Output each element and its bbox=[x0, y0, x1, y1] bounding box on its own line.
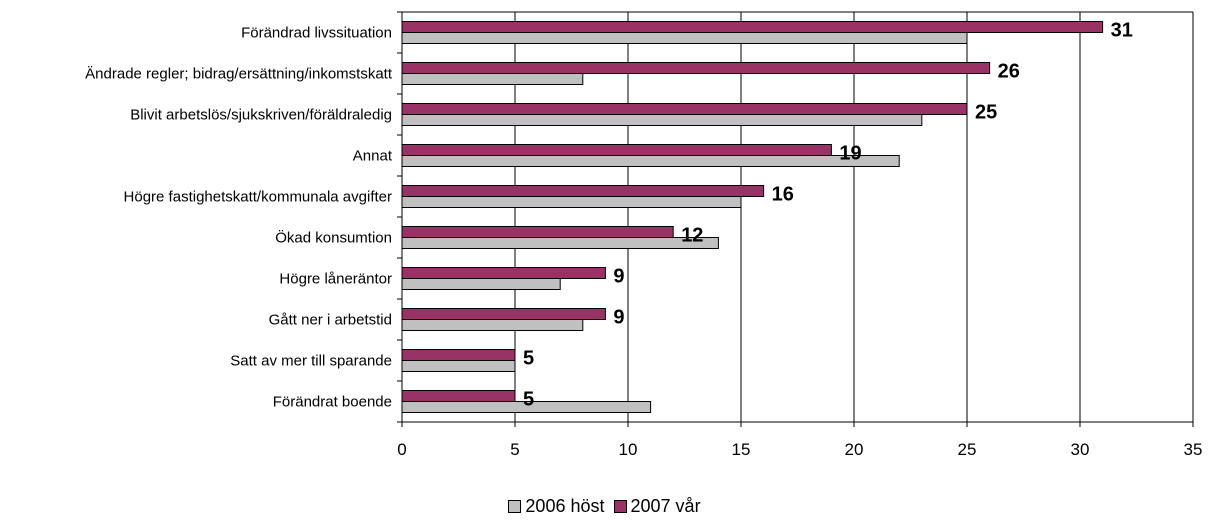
x-tick-label: 25 bbox=[958, 440, 977, 459]
legend-item-2006-host: 2006 höst bbox=[508, 496, 605, 517]
bar-2006-host bbox=[401, 155, 900, 167]
bar-2007-var bbox=[401, 144, 832, 156]
category-label: Förändrat boende bbox=[273, 394, 392, 411]
bar-2006-host bbox=[401, 73, 584, 85]
bar-2007-var bbox=[401, 267, 606, 279]
bar-2006-host bbox=[401, 196, 742, 208]
bar-2007-var bbox=[401, 308, 606, 320]
data-label: 9 bbox=[613, 307, 624, 329]
bar-2007-var bbox=[401, 103, 968, 115]
bar-2007-var bbox=[401, 185, 765, 197]
bars bbox=[401, 21, 1104, 413]
x-tick-label: 20 bbox=[845, 440, 864, 459]
category-label: Blivit arbetslös/sjukskriven/föräldraled… bbox=[130, 107, 392, 124]
bar-2006-host bbox=[401, 114, 923, 126]
data-label: 5 bbox=[523, 348, 534, 370]
x-tick-label: 35 bbox=[1184, 440, 1203, 459]
legend-item-2007-var: 2007 vår bbox=[613, 496, 701, 517]
axes bbox=[397, 11, 1194, 427]
x-tick-label: 10 bbox=[619, 440, 638, 459]
bar-2006-host bbox=[401, 237, 719, 249]
data-label: 25 bbox=[975, 102, 997, 124]
category-label: Satt av mer till sparande bbox=[230, 353, 392, 370]
legend-label-2006-host: 2006 höst bbox=[525, 496, 605, 516]
category-label: Ändrade regler; bidrag/ersättning/inkoms… bbox=[85, 66, 393, 83]
legend-swatch-2006-host bbox=[508, 500, 522, 513]
x-tick-label: 30 bbox=[1071, 440, 1090, 459]
legend: 2006 höst 2007 vår bbox=[0, 496, 1209, 518]
bar-2006-host bbox=[401, 278, 561, 290]
bar-2007-var bbox=[401, 390, 516, 402]
data-label: 16 bbox=[772, 184, 794, 206]
x-tick-label: 0 bbox=[397, 440, 406, 459]
legend-swatch-2007-var bbox=[613, 500, 627, 513]
data-label: 26 bbox=[998, 61, 1020, 83]
labels: 0 5 10 15 20 25 30 35 Förändrad livssituation 31 Ä… bbox=[85, 20, 1202, 460]
data-label: 12 bbox=[681, 225, 703, 247]
category-label: Högre fastighetskatt/kommunala avgifter bbox=[124, 189, 392, 206]
data-label: 31 bbox=[1111, 20, 1133, 42]
category-label: Ökad konsumtion bbox=[275, 229, 392, 247]
bar-2006-host bbox=[401, 32, 968, 44]
bar-2007-var bbox=[401, 62, 991, 74]
x-tick-label: 15 bbox=[732, 440, 751, 459]
bar-2007-var bbox=[401, 226, 674, 238]
legend-label-2007-var: 2007 vår bbox=[630, 496, 701, 516]
bar-chart: 0 5 10 15 20 25 30 35 Förändrad livssituation 31 Ä… bbox=[85, 11, 1202, 460]
data-label: 9 bbox=[613, 266, 624, 288]
category-label: Förändrad livssituation bbox=[241, 25, 392, 42]
category-label: Gått ner i arbetstid bbox=[269, 312, 392, 329]
category-label: Annat bbox=[353, 148, 393, 165]
data-label: 19 bbox=[839, 143, 861, 165]
bar-2006-host bbox=[401, 360, 516, 372]
x-tick-label: 5 bbox=[510, 440, 519, 459]
bar-2007-var bbox=[401, 349, 516, 361]
category-label: Högre låneräntor bbox=[279, 271, 392, 288]
data-label: 5 bbox=[523, 389, 534, 411]
bar-2007-var bbox=[401, 21, 1104, 33]
bar-2006-host bbox=[401, 319, 584, 331]
